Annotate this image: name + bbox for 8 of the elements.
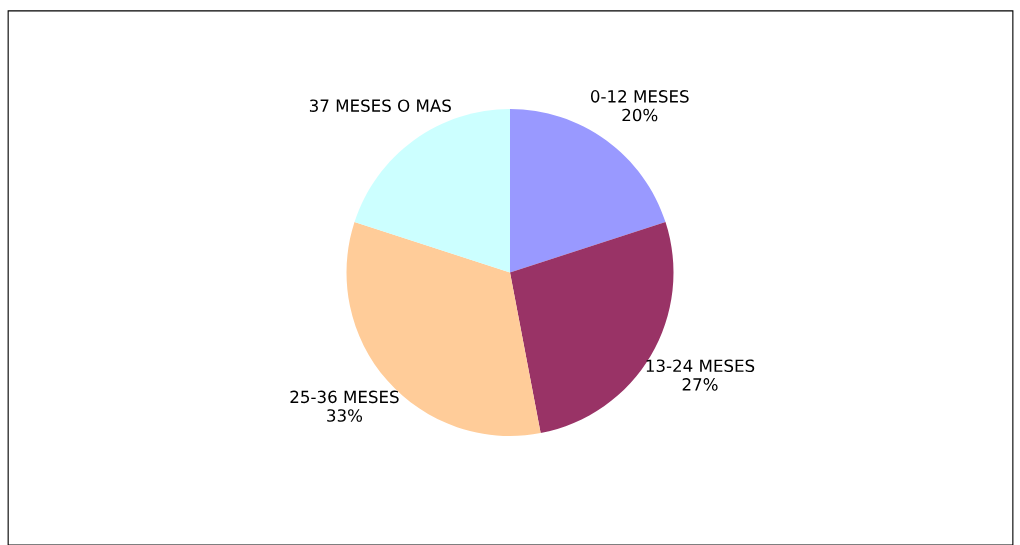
slice-label: 25-36 MESES [290,390,399,404]
data-label: 27% [682,378,718,391]
data-label: 33% [327,409,363,422]
pie-slice [510,109,666,273]
data-label: 20% [622,108,658,122]
slice-label: 13-24 MESES [646,359,755,373]
slice-label: 37 MESES O MAS [309,99,451,112]
slice-label: 0-12 MESES [590,90,689,103]
